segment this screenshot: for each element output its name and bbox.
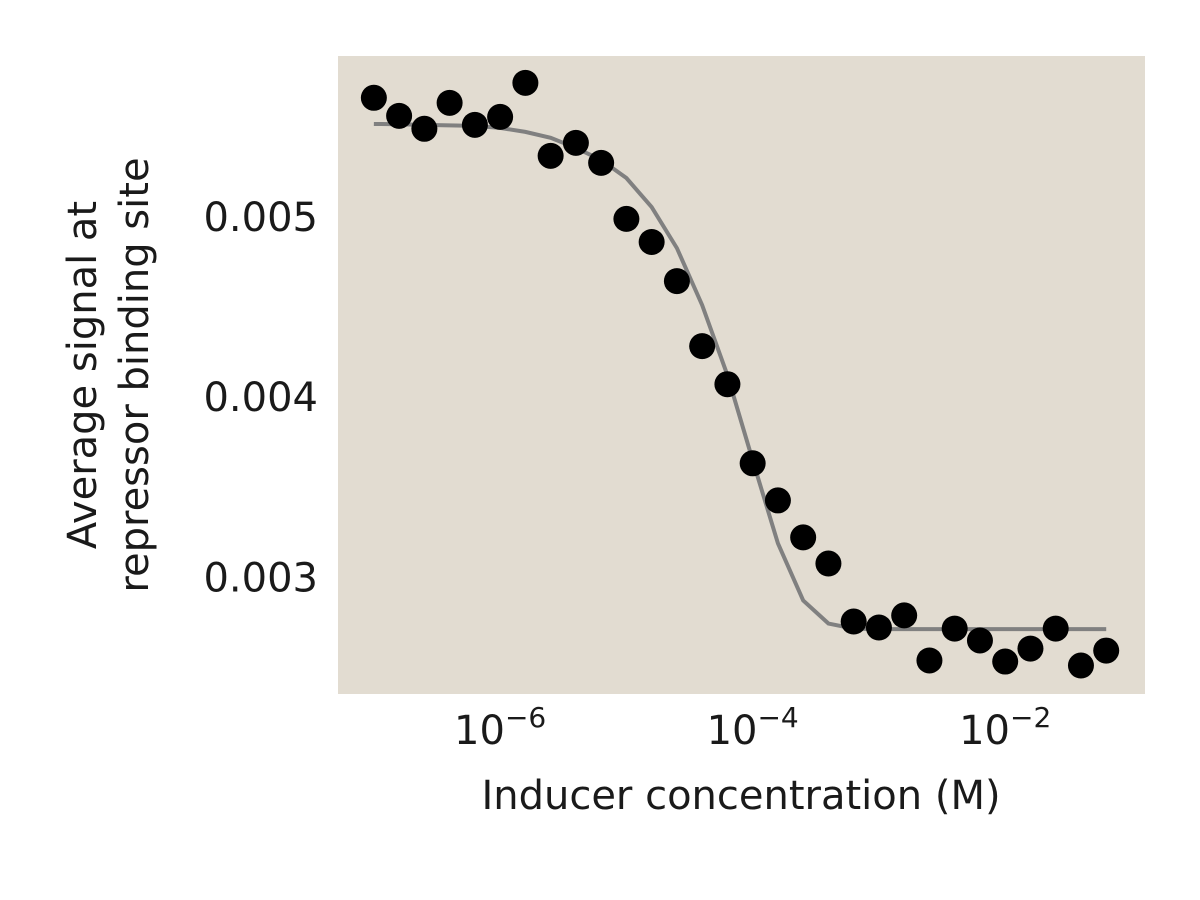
y-tick-label: 0.005: [203, 195, 318, 241]
y-axis-label-line: repressor binding site: [112, 157, 158, 592]
data-point: [1042, 615, 1069, 642]
data-point: [790, 524, 817, 551]
data-point: [865, 614, 892, 641]
y-tick-label: 0.004: [203, 375, 318, 421]
data-point: [916, 647, 943, 674]
data-point: [613, 205, 640, 232]
data-point: [764, 487, 791, 514]
data-point: [562, 129, 589, 156]
x-axis-label: Inducer concentration (M): [481, 773, 1000, 819]
plot-area: [338, 56, 1145, 694]
data-point: [1067, 652, 1094, 679]
data-point: [360, 84, 387, 111]
x-tick-label: 10−2: [959, 701, 1051, 754]
y-axis-label: Average signal at repressor binding site: [60, 157, 158, 592]
data-point: [386, 102, 413, 129]
data-point: [638, 228, 665, 255]
data-point: [739, 450, 766, 477]
data-point: [537, 142, 564, 169]
data-point: [966, 627, 993, 654]
data-point: [461, 111, 488, 138]
y-tick-label: 0.003: [203, 555, 318, 601]
data-point: [663, 268, 690, 295]
data-point: [411, 115, 438, 142]
data-point: [840, 608, 867, 635]
data-point: [689, 333, 716, 360]
x-tick-label: 10−6: [454, 701, 546, 754]
data-point: [714, 371, 741, 398]
y-axis-label-line: Average signal at: [60, 201, 106, 549]
data-point: [941, 615, 968, 642]
data-point: [992, 648, 1019, 675]
data-point: [588, 149, 615, 176]
data-point: [1093, 637, 1120, 664]
data-point: [512, 69, 539, 96]
x-tick-label: 10−4: [707, 701, 799, 754]
data-point: [487, 103, 514, 130]
data-point: [1017, 635, 1044, 662]
data-point: [815, 550, 842, 577]
data-point: [891, 602, 918, 629]
data-point: [436, 89, 463, 116]
